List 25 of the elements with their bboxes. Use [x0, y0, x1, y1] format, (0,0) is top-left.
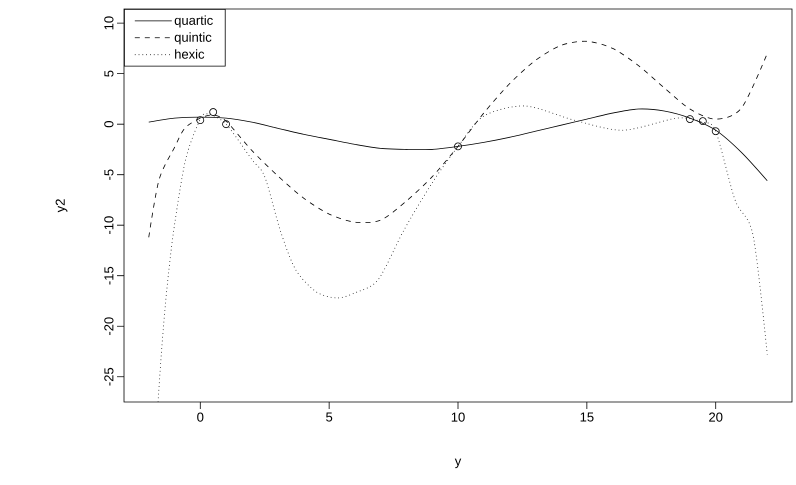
legend-label: quartic [174, 15, 213, 28]
x-tick-label: 5 [326, 412, 332, 422]
x-tick-label: 0 [197, 412, 204, 422]
y-axis-title: y2 [56, 199, 68, 212]
y-tick-label: 5 [104, 70, 114, 77]
y-tick-label: -20 [104, 317, 114, 336]
y-tick-label: -25 [104, 368, 114, 386]
x-tick-label: 10 [452, 412, 465, 422]
point [222, 120, 230, 128]
legend-label: quintic [174, 32, 212, 44]
x-tick-label: 15 [580, 412, 594, 422]
point [454, 142, 462, 150]
y-tick-label: 0 [104, 121, 114, 128]
point [196, 116, 204, 124]
point [712, 127, 720, 136]
y-tick-label: -10 [104, 216, 114, 234]
point [698, 117, 707, 126]
point [209, 108, 218, 116]
point [686, 115, 694, 124]
x-tick-label: 20 [709, 412, 722, 422]
y-tick-label: 10 [104, 16, 114, 30]
y-tick-label: -15 [104, 266, 114, 285]
x-axis-title: y [454, 458, 462, 468]
y-tick-label: -5 [104, 169, 114, 180]
legend-label: hexic [175, 49, 204, 59]
